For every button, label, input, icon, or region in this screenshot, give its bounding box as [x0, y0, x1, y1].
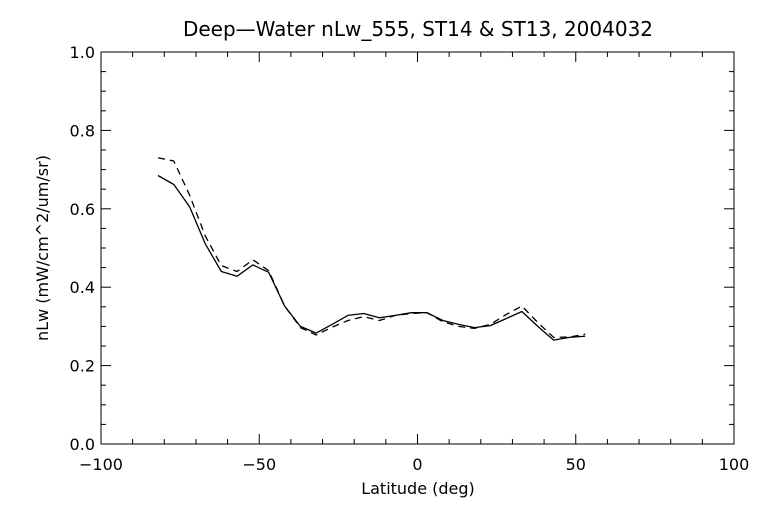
- chart-title: Deep—Water nLw_555, ST14 & ST13, 2004032: [183, 17, 653, 41]
- y-tick-label: 0.0: [70, 435, 95, 454]
- x-tick-label: −50: [242, 455, 276, 474]
- x-tick-label: 0: [412, 455, 422, 474]
- y-tick-label: 0.2: [70, 357, 95, 376]
- x-tick-label: 50: [566, 455, 586, 474]
- y-tick-label: 1.0: [70, 43, 95, 62]
- y-tick-label: 0.6: [70, 200, 95, 219]
- x-axis-label: Latitude (deg): [361, 479, 475, 498]
- axis-tick-labels: −100 −50 0 50 100 0.0 0.2 0.4 0.6 0.8 1.0: [70, 43, 750, 474]
- y-tick-label: 0.8: [70, 121, 95, 140]
- x-tick-label: 100: [719, 455, 750, 474]
- series-line-solid: [157, 174, 586, 341]
- y-axis-label: nLw (mW/cm^2/um/sr): [33, 155, 52, 341]
- series-line-dashed: [157, 157, 586, 339]
- axis-ticks: [100, 51, 735, 445]
- y-tick-label: 0.4: [70, 278, 95, 297]
- plot-frame: [100, 51, 735, 445]
- series-layer: [157, 157, 586, 341]
- x-tick-label: −100: [79, 455, 123, 474]
